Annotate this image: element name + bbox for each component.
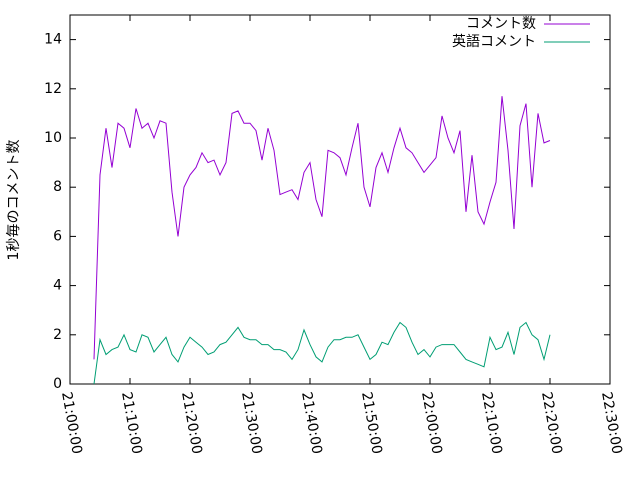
plot-frame <box>69 14 611 385</box>
y-tick-label: 2 <box>53 327 62 343</box>
x-tick-label: 22:20:00 <box>538 391 565 456</box>
x-tick-label: 21:50:00 <box>358 391 385 456</box>
y-tick-label: 6 <box>53 228 62 244</box>
x-tick-label: 22:00:00 <box>418 391 445 456</box>
x-tick-label: 22:30:00 <box>598 391 625 456</box>
y-tick-label: 14 <box>44 32 62 48</box>
y-tick-label: 4 <box>53 278 62 294</box>
y-tick-label: 8 <box>53 179 62 195</box>
x-tick-label: 21:40:00 <box>298 391 325 456</box>
x-tick-label: 21:20:00 <box>178 391 205 456</box>
series-line <box>93 96 551 360</box>
y-axis-label: 1秒毎のコメント数 <box>6 140 22 261</box>
x-tick-label: 21:10:00 <box>118 391 145 456</box>
y-tick-label: 0 <box>53 376 62 392</box>
x-tick-label: 22:10:00 <box>478 391 505 456</box>
x-tick-label: 21:30:00 <box>238 391 265 456</box>
y-tick-label: 10 <box>44 130 62 146</box>
x-tick-label: 21:00:00 <box>58 391 85 456</box>
y-tick-label: 12 <box>44 81 62 97</box>
series-line <box>93 321 551 385</box>
legend-label: 英語コメント <box>452 33 536 50</box>
legend-label: コメント数 <box>466 16 536 32</box>
